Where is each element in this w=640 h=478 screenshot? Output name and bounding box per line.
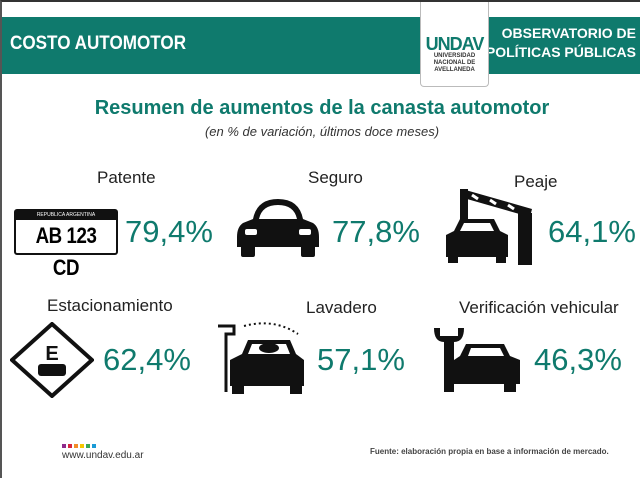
observatory-title: OBSERVATORIO DE POLÍTICAS PÚBLICAS: [486, 24, 636, 62]
summary-subtitle: (en % de variación, últimos doce meses): [204, 124, 440, 139]
website-url: www.undav.edu.ar: [62, 450, 144, 461]
car-front-icon: [237, 199, 319, 257]
brand-dot: [86, 444, 90, 448]
source-note: Fuente: elaboración propia en base a inf…: [370, 447, 609, 456]
logo-sub: NACIONAL DE: [433, 60, 476, 66]
peaje-label: Peaje: [514, 172, 558, 191]
patente-value: 79,4%: [125, 214, 213, 249]
brand-dot: [62, 444, 66, 448]
seguro-label: Seguro: [308, 168, 363, 187]
summary-title: Resumen de aumentos de la canasta automo…: [94, 97, 550, 119]
plate-country: REPUBLICA ARGENTINA: [16, 211, 116, 220]
brand-dot: [68, 444, 72, 448]
verificacion-value: 46,3%: [534, 342, 622, 377]
patente-label: Patente: [97, 168, 156, 187]
license-plate-icon: REPUBLICA ARGENTINA AB 123 CD: [14, 209, 118, 280]
brand-dot: [92, 444, 96, 448]
undav-logo: UNDAV UNIVERSIDAD NACIONAL DE AVELLANEDA: [420, 2, 489, 87]
brand-dots: [62, 444, 96, 448]
logo-sub: AVELLANEDA: [434, 67, 475, 73]
page-title: COSTO AUTOMOTOR: [10, 33, 187, 54]
estacionamiento-label: Estacionamiento: [47, 296, 173, 315]
verificacion-label: Verificación vehicular: [459, 298, 619, 317]
logo-mark: UNDAV: [425, 34, 485, 54]
observatory-line: POLÍTICAS PÚBLICAS: [485, 44, 636, 60]
toll-barrier-icon: [446, 189, 532, 265]
lavadero-label: Lavadero: [306, 298, 377, 317]
plate-number: AB 123 CD: [35, 223, 97, 280]
brand-dot: [74, 444, 78, 448]
wrench-car-icon: [434, 328, 520, 392]
parking-sign-icon: E: [10, 322, 94, 398]
logo-sub: UNIVERSIDAD: [433, 53, 476, 59]
peaje-value: 64,1%: [548, 214, 636, 249]
header-band: COSTO AUTOMOTOR OBSERVATORIO DE POLÍTICA…: [2, 17, 640, 74]
car-wash-icon: [218, 322, 304, 394]
parking-letter: E: [45, 343, 58, 365]
seguro-value: 77,8%: [332, 214, 420, 249]
brand-dot: [80, 444, 84, 448]
lavadero-value: 57,1%: [317, 342, 405, 377]
estacionamiento-value: 62,4%: [103, 342, 191, 377]
observatory-line: OBSERVATORIO DE: [501, 25, 636, 41]
